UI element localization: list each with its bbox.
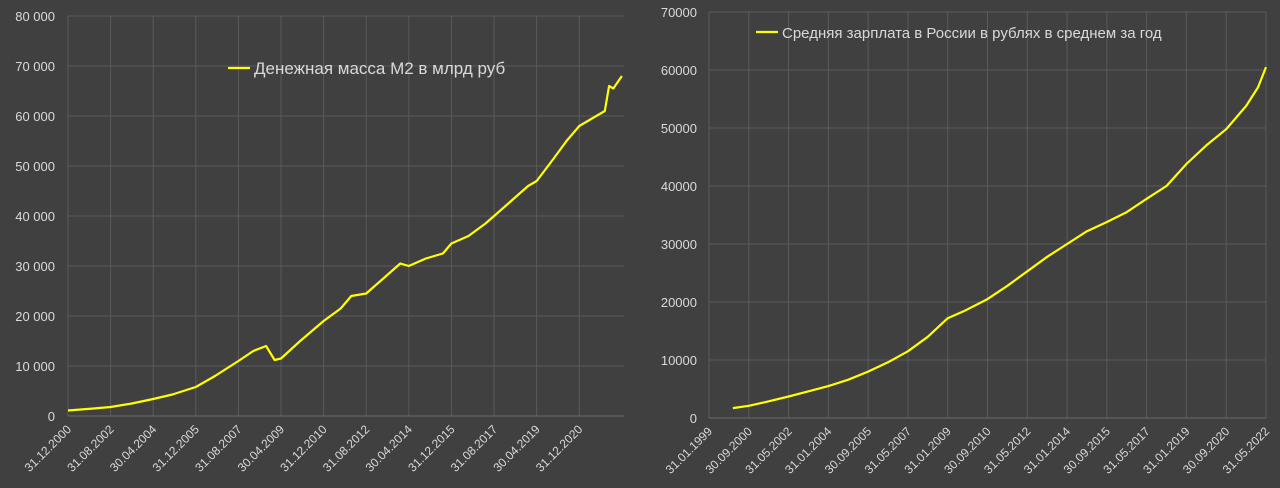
y-tick-label: 80 000 [15,9,55,24]
y-tick-label: 0 [48,409,55,424]
legend-label: Средняя зарплата в России в рублях в сре… [782,25,1162,42]
y-tick-label: 20 000 [15,309,55,324]
y-tick-label: 10000 [661,353,697,368]
y-tick-label: 50000 [661,121,697,136]
y-tick-label: 70000 [661,5,697,20]
y-tick-label: 20000 [661,295,697,310]
series-line [67,75,623,412]
y-tick-label: 0 [690,411,697,426]
y-tick-label: 30000 [661,237,697,252]
legend-label: Денежная масса М2 в млрд руб [254,59,505,78]
y-tick-label: 50 000 [15,159,55,174]
y-tick-label: 40 000 [15,209,55,224]
y-tick-label: 30 000 [15,259,55,274]
x-tick-label: 31.12.2020 [533,422,586,475]
y-tick-label: 10 000 [15,359,55,374]
y-tick-label: 40000 [661,179,697,194]
y-tick-label: 60000 [661,63,697,78]
y-tick-label: 70 000 [15,59,55,74]
y-tick-label: 60 000 [15,109,55,124]
average-salary-chart: 01000020000300004000050000600007000031.0… [661,5,1273,477]
m2-money-supply-chart: 0 10 000 20 000 30 000 40 000 50 000 60 000 70 … [15,9,624,475]
